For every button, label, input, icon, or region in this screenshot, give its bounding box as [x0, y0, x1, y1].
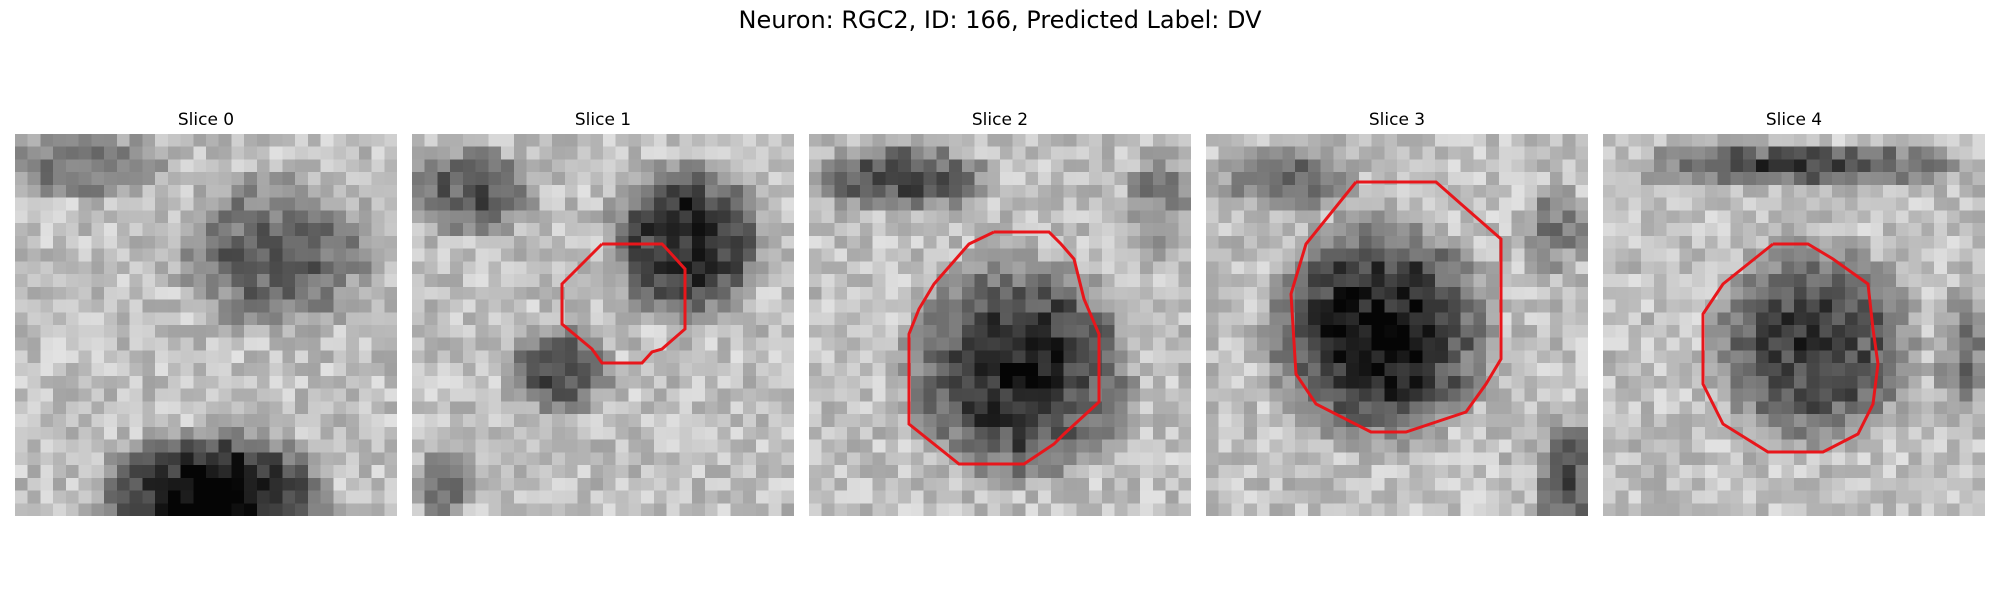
slice-title-1: Slice 1 — [574, 110, 632, 130]
slice-panel-1: Slice 1 — [412, 108, 794, 516]
roi-contour-1 — [560, 242, 687, 365]
slice-canvas-0 — [15, 134, 397, 516]
figure-title: Neuron: RGC2, ID: 166, Predicted Label: … — [738, 6, 1262, 34]
slice-canvas-1 — [412, 134, 794, 516]
contour-overlay-4 — [1701, 242, 1880, 454]
slice-title-4: Slice 4 — [1765, 110, 1823, 130]
contour-overlay-2 — [907, 230, 1101, 466]
slice-image-1 — [412, 132, 794, 516]
slice-panel-4: Slice 4 — [1603, 108, 1985, 516]
contour-overlay-3 — [1289, 180, 1503, 434]
roi-contour-2 — [907, 230, 1101, 466]
slice-title-0: Slice 0 — [177, 110, 235, 130]
slice-panel-3: Slice 3 — [1206, 108, 1588, 516]
slice-canvas-2 — [809, 134, 1191, 516]
contour-overlay-1 — [560, 242, 687, 365]
roi-contour-3 — [1289, 180, 1503, 434]
slice-image-4 — [1603, 132, 1985, 516]
slice-image-0 — [15, 132, 397, 516]
slice-title-2: Slice 2 — [971, 110, 1029, 130]
slice-title-3: Slice 3 — [1368, 110, 1426, 130]
slice-panel-0: Slice 0 — [15, 108, 397, 516]
slice-image-3 — [1206, 132, 1588, 516]
slice-canvas-3 — [1206, 134, 1588, 516]
roi-contour-4 — [1701, 242, 1880, 454]
slice-image-2 — [809, 132, 1191, 516]
slice-panel-2: Slice 2 — [809, 108, 1191, 516]
